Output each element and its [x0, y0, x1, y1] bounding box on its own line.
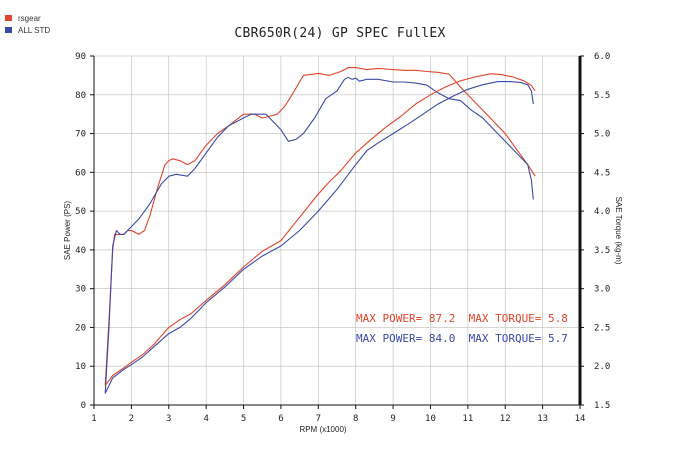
y-left-tick-label: 90	[75, 52, 86, 62]
x-tick-label: 8	[353, 414, 358, 424]
y-left-tick-label: 0	[81, 401, 86, 411]
x-tick-label: 6	[278, 414, 283, 424]
x-tick-label: 1	[91, 414, 96, 424]
legend-label-rsgear: rsgear	[18, 13, 41, 23]
x-tick-label: 10	[425, 414, 436, 424]
annotation-all-std-max: MAX POWER= 84.0 MAX TORQUE= 5.7	[356, 332, 568, 345]
x-tick-label: 11	[462, 414, 473, 424]
series-line-rsgear-power	[104, 67, 536, 386]
series-line-all-std-torque	[104, 81, 534, 394]
y-left-tick-label: 80	[75, 91, 86, 101]
y-axis-right-label: SAE Torque (kg-m)	[614, 197, 623, 265]
x-tick-label: 7	[316, 414, 321, 424]
legend-item-all-std: ALL STD	[5, 24, 50, 36]
y-right-tick-label: 2.5	[594, 323, 610, 333]
y-axis-left-label: SAE Power (PS)	[63, 201, 72, 260]
y-right-tick-label: 5.5	[594, 91, 610, 101]
x-tick-label: 2	[129, 414, 134, 424]
legend-item-rsgear: rsgear	[5, 12, 50, 24]
y-right-tick-label: 1.5	[594, 401, 610, 411]
y-left-tick-label: 60	[75, 168, 86, 178]
legend-swatch-rsgear	[5, 15, 12, 21]
x-tick-label: 5	[241, 414, 246, 424]
y-right-tick-label: 2.0	[594, 362, 610, 372]
y-left-tick-label: 70	[75, 130, 86, 140]
legend: rsgear ALL STD	[5, 12, 50, 36]
x-tick-label: 14	[575, 414, 586, 424]
y-right-tick-label: 3.0	[594, 285, 610, 295]
legend-swatch-all-std	[5, 27, 12, 33]
x-tick-label: 3	[166, 414, 171, 424]
annotation-rsgear-max: MAX POWER= 87.2 MAX TORQUE= 5.8	[356, 312, 568, 325]
y-right-tick-label: 4.0	[594, 207, 610, 217]
x-tick-label: 9	[390, 414, 395, 424]
y-left-tick-label: 30	[75, 285, 86, 295]
chart-title: CBR650R(24) GP SPEC FullEX	[234, 26, 446, 41]
y-left-tick-label: 10	[75, 362, 86, 372]
series-line-all-std-power	[104, 76, 534, 394]
y-right-tick-label: 4.5	[594, 168, 610, 178]
legend-label-all-std: ALL STD	[18, 25, 51, 35]
y-right-tick-label: 6.0	[594, 52, 610, 62]
x-tick-label: 12	[500, 414, 511, 424]
y-left-tick-label: 50	[75, 207, 86, 217]
y-left-tick-label: 40	[75, 246, 86, 256]
x-tick-label: 4	[203, 414, 208, 424]
series-line-rsgear-torque	[104, 73, 536, 386]
x-axis-label: RPM (x1000)	[299, 425, 346, 434]
x-tick-label: 13	[537, 414, 548, 424]
y-right-tick-label: 5.0	[594, 130, 610, 140]
y-right-tick-label: 3.5	[594, 246, 610, 256]
y-left-tick-label: 20	[75, 323, 86, 333]
